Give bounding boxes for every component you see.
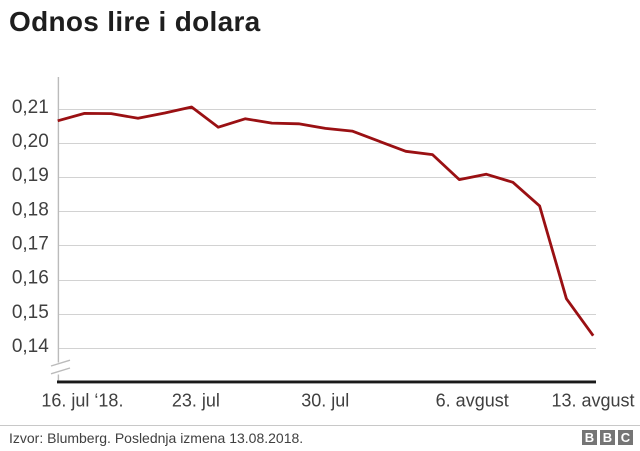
svg-text:30. jul: 30. jul (301, 390, 349, 410)
svg-text:16. jul ‘18.: 16. jul ‘18. (41, 390, 123, 410)
svg-text:0,17: 0,17 (12, 234, 49, 255)
svg-text:6. avgust: 6. avgust (436, 390, 509, 410)
svg-text:23. jul: 23. jul (172, 390, 220, 410)
svg-text:0,14: 0,14 (12, 336, 49, 357)
svg-text:0,15: 0,15 (12, 302, 49, 323)
svg-text:0,16: 0,16 (12, 268, 49, 289)
svg-text:0,19: 0,19 (12, 165, 49, 186)
svg-text:0,20: 0,20 (12, 131, 49, 152)
svg-text:0,21: 0,21 (12, 97, 49, 118)
svg-text:0,18: 0,18 (12, 199, 49, 220)
svg-text:13. avgust: 13. avgust (551, 390, 634, 410)
